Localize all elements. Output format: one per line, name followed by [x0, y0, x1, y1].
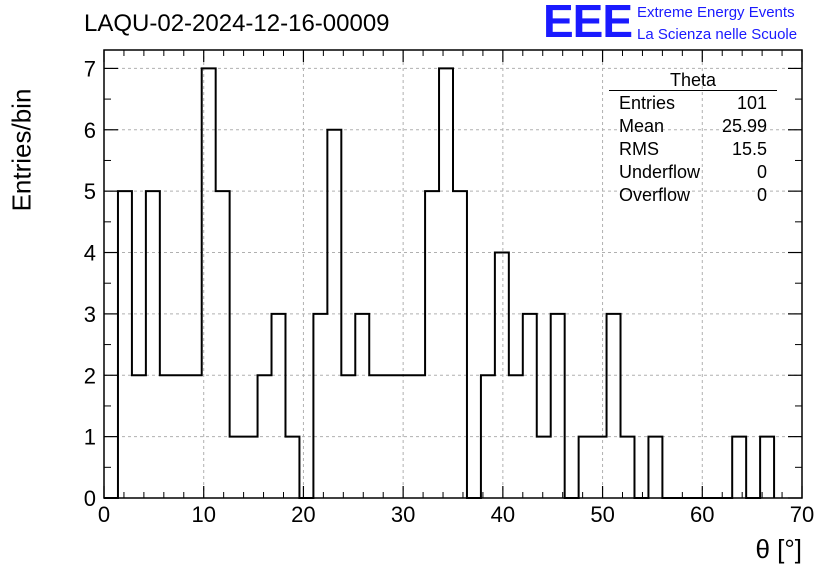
- y-tick-label: 5: [84, 179, 96, 204]
- y-tick-label: 2: [84, 363, 96, 388]
- stats-label: Overflow: [619, 185, 691, 205]
- histogram-bin: [383, 375, 397, 498]
- x-tick-label: 0: [98, 502, 110, 527]
- histogram-bin: [760, 437, 774, 498]
- histogram-bin: [732, 437, 746, 498]
- stats-row-entries: Entries 101: [609, 92, 777, 115]
- y-tick-label: 1: [84, 425, 96, 450]
- histogram-line: [104, 67, 776, 499]
- histogram-bin: [313, 314, 327, 498]
- stats-label: Entries: [619, 93, 676, 113]
- histogram-bin: [579, 437, 593, 498]
- stats-value: 15.5: [731, 139, 767, 159]
- y-tick-label: 4: [84, 241, 96, 266]
- histogram-bin: [341, 375, 355, 498]
- stats-box: Theta Entries 101 Mean 25.99 RMS 15.5 Un…: [609, 70, 777, 207]
- histogram-bin: [551, 314, 565, 498]
- histogram-bin: [355, 314, 369, 498]
- histogram-bin: [607, 314, 621, 498]
- histogram-bin: [285, 437, 299, 498]
- y-tick-label: 0: [84, 486, 96, 511]
- histogram-bin: [537, 437, 551, 498]
- eee-logo: EEE: [543, 0, 633, 47]
- x-tick-label: 50: [590, 502, 614, 527]
- x-tick-label: 30: [391, 502, 415, 527]
- plot-frame: [103, 49, 803, 499]
- x-tick-label: 40: [491, 502, 515, 527]
- logo-subtitle-1: Extreme Energy Events: [637, 4, 795, 21]
- histogram-bin: [272, 314, 286, 498]
- histogram-bin: [244, 437, 258, 498]
- x-tick-label: 20: [291, 502, 315, 527]
- stats-row-mean: Mean 25.99: [609, 115, 777, 138]
- stats-label: Mean: [619, 116, 665, 136]
- histogram-bin: [216, 191, 230, 498]
- stats-label: RMS: [619, 139, 659, 159]
- histogram-bin: [174, 375, 188, 498]
- histogram-bin: [621, 437, 635, 498]
- chart-title: LAQU-02-2024-12-16-00009: [84, 10, 390, 37]
- tick-labels: 0 10 20 30 40 50 60 70 0 1 2 3 4 5 6 7: [84, 56, 814, 527]
- stats-row-overflow: Overflow 0: [609, 184, 777, 207]
- histogram-bin: [439, 68, 453, 498]
- x-axis-label: θ [°]: [755, 534, 802, 564]
- histogram-bin: [202, 68, 216, 498]
- histogram-bin: [258, 375, 272, 498]
- x-tick-label: 10: [191, 502, 215, 527]
- x-tick-label: 70: [790, 502, 814, 527]
- stats-label: Underflow: [619, 162, 701, 182]
- histogram-bin: [453, 191, 467, 498]
- y-tick-label: 3: [84, 302, 96, 327]
- histogram-bin: [425, 191, 439, 498]
- y-axis-label: Entries/bin: [6, 88, 37, 212]
- y-tick-label: 6: [84, 118, 96, 143]
- histogram-bin: [593, 437, 607, 498]
- histogram-bin: [230, 437, 244, 498]
- histogram-bin: [648, 437, 662, 498]
- histogram-bin: [118, 191, 132, 498]
- y-axis-label-wrap: Entries/bin: [2, 89, 42, 212]
- stats-title: Theta: [609, 70, 777, 91]
- histogram-bin: [146, 191, 160, 498]
- stats-value: 0: [756, 162, 767, 182]
- stats-value: 25.99: [721, 116, 767, 136]
- x-tick-label: 60: [690, 502, 714, 527]
- logo-subtitle-2: La Scienza nelle Scuole: [637, 26, 798, 43]
- stats-row-rms: RMS 15.5: [609, 138, 777, 161]
- stats-value: 101: [736, 93, 767, 113]
- y-tick-label: 7: [84, 56, 96, 81]
- histogram-bin: [523, 314, 537, 498]
- stats-row-underflow: Underflow 0: [609, 161, 777, 184]
- stats-value: 0: [756, 185, 767, 205]
